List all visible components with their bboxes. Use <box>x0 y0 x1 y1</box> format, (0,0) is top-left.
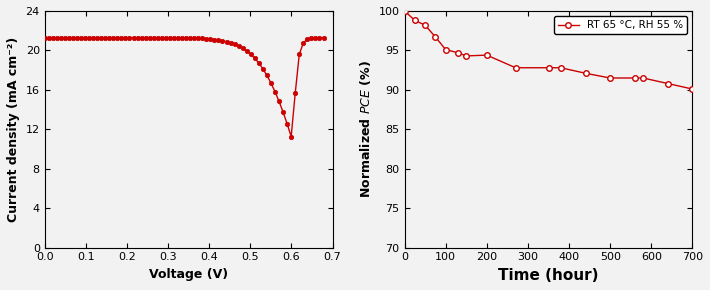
X-axis label: Voltage (V): Voltage (V) <box>149 268 228 281</box>
X-axis label: Time (hour): Time (hour) <box>498 268 599 283</box>
Legend: RT 65 °C, RH 55 %: RT 65 °C, RH 55 % <box>554 16 687 35</box>
Y-axis label: Current density (mA cm⁻²): Current density (mA cm⁻²) <box>7 37 20 222</box>
Y-axis label: Normalized $\it{PCE}$ (%): Normalized $\it{PCE}$ (%) <box>358 60 373 198</box>
